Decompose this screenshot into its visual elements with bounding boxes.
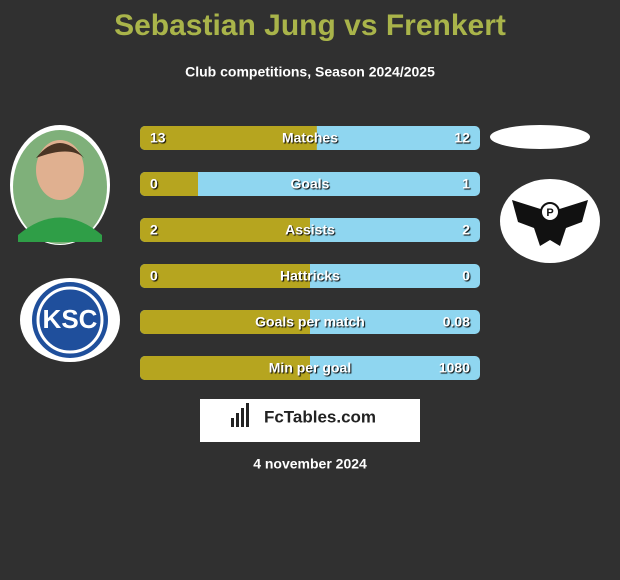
svg-text:P: P xyxy=(546,207,553,219)
club-logo-right: P xyxy=(500,179,600,263)
bar-left xyxy=(140,264,310,288)
row-label: Matches xyxy=(282,130,338,146)
bar-left xyxy=(140,356,310,380)
bar-left-edge xyxy=(192,172,198,196)
row-label: Min per goal xyxy=(269,360,351,376)
subtitle: Club competitions, Season 2024/2025 xyxy=(185,64,435,80)
row-label: Goals xyxy=(291,176,330,192)
date: 4 november 2024 xyxy=(253,456,367,472)
row-label: Goals per match xyxy=(255,314,365,330)
right-value: 0 xyxy=(462,268,470,284)
bar-bg xyxy=(140,172,480,196)
bar-left xyxy=(140,126,317,150)
row-label: Hattricks xyxy=(280,268,340,284)
bar-left-edge xyxy=(304,218,310,242)
title: Sebastian Jung vs Frenkert xyxy=(114,9,506,42)
bar-left-edge xyxy=(304,264,310,288)
right-value: 2 xyxy=(462,222,470,238)
bar-left xyxy=(140,172,198,196)
right-value: 12 xyxy=(454,130,470,146)
brand-box: FcTables.com xyxy=(200,399,420,442)
right-value: 1 xyxy=(462,176,470,192)
bar-left-edge xyxy=(304,310,310,334)
right-value: 1080 xyxy=(439,360,470,376)
row-label: Assists xyxy=(285,222,335,238)
bar-left xyxy=(140,310,310,334)
brand-text: FcTables.com xyxy=(264,407,376,426)
club-logo-placeholder xyxy=(490,125,590,149)
bar-left xyxy=(140,218,310,242)
left-value: 0 xyxy=(150,268,158,284)
right-value: 0.08 xyxy=(443,314,470,330)
club-logo-left: KSC xyxy=(20,278,120,362)
bar-left-edge xyxy=(304,356,310,380)
left-value: 0 xyxy=(150,176,158,192)
svg-text:KSC: KSC xyxy=(43,304,98,334)
bar-left-edge xyxy=(310,126,317,150)
left-value: 2 xyxy=(150,222,158,238)
left-value: 13 xyxy=(150,130,166,146)
player-photo xyxy=(10,125,110,245)
